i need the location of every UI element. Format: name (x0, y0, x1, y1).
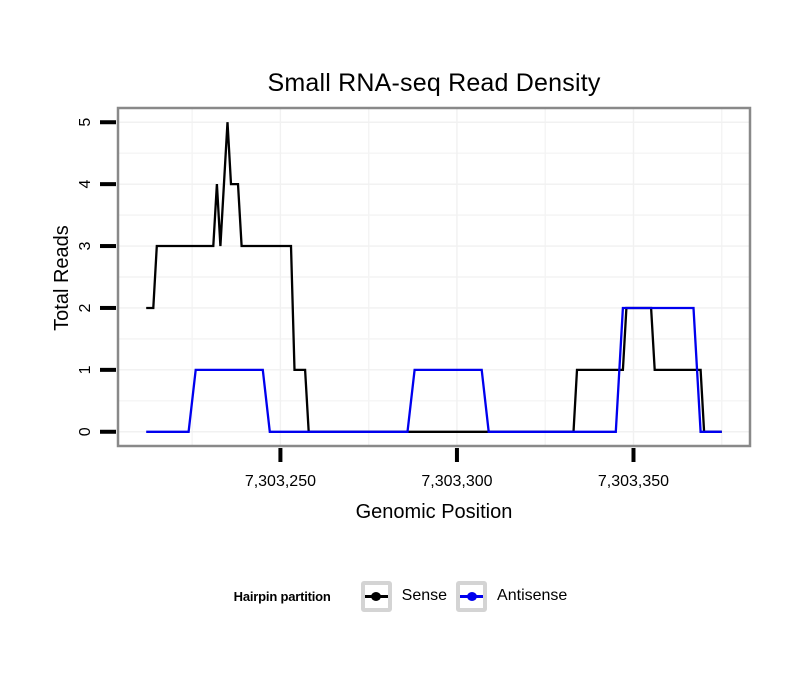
x-axis-title: Genomic Position (355, 501, 513, 523)
svg-text:2: 2 (77, 303, 94, 312)
legend-label-sense: Sense (401, 587, 448, 604)
gridlines (118, 108, 750, 446)
y-axis-title: Total Reads (51, 225, 73, 331)
legend-label-antisense: Antisense (497, 587, 568, 604)
y-tick-labels: 0 1 2 3 4 5 (77, 118, 94, 437)
series-line-sense (146, 122, 722, 433)
svg-text:7,303,250: 7,303,250 (245, 473, 316, 490)
axis-ticks (100, 120, 636, 462)
legend-key-antisense (456, 580, 488, 612)
svg-text:7,303,300: 7,303,300 (421, 473, 492, 490)
legend: Hairpin partition Sense Antisense (0, 580, 810, 612)
svg-text:5: 5 (77, 118, 94, 127)
chart-title: Small RNA-seq Read Density (267, 69, 601, 97)
antisense-dot-icon (466, 591, 477, 601)
legend-item-antisense: Antisense (456, 580, 568, 612)
legend-title: Hairpin partition (233, 588, 331, 604)
svg-text:0: 0 (77, 427, 94, 436)
x-tick-labels: 7,303,250 7,303,300 7,303,350 (245, 473, 669, 490)
legend-key-sense (360, 580, 392, 612)
sense-dot-icon (371, 591, 382, 601)
legend-item-sense: Sense (360, 580, 448, 612)
panel-border (116, 106, 752, 448)
svg-text:7,303,350: 7,303,350 (598, 473, 669, 490)
svg-text:1: 1 (77, 365, 94, 374)
svg-text:3: 3 (77, 241, 94, 250)
svg-text:4: 4 (77, 180, 94, 189)
series-line-antisense (146, 306, 722, 433)
